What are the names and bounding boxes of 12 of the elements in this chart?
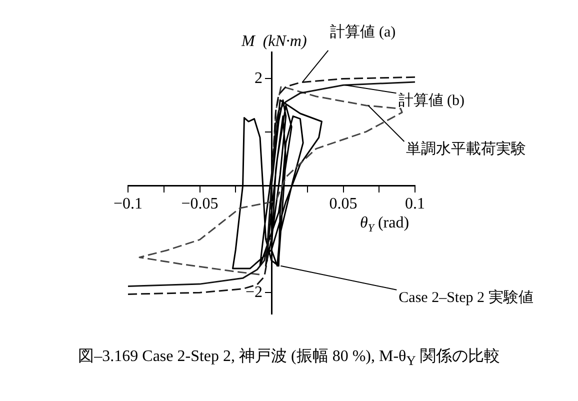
x-tick-label: −0.05: [181, 195, 218, 212]
y-tick-label: 2: [254, 70, 262, 87]
series-label: 計算値 (b): [398, 92, 464, 110]
text: Case 2–Step 2 実験値: [398, 288, 534, 306]
y-axis-title: M (kN·m): [240, 33, 307, 50]
x-tick-label: 0.05: [329, 195, 358, 212]
y-tick-label: −2: [245, 284, 262, 301]
x-tick-label: −0.1: [113, 195, 143, 212]
text: 計算値 (a): [330, 23, 396, 40]
series-label: 単調水平載荷実験: [406, 140, 526, 158]
x-tick-label: 0.1: [405, 195, 425, 212]
text: 図–3.169 Case 2-Step 2, 神戸波 (振幅 80 %), M-θ$_{Y}$ 関係の比較: [77, 346, 501, 370]
